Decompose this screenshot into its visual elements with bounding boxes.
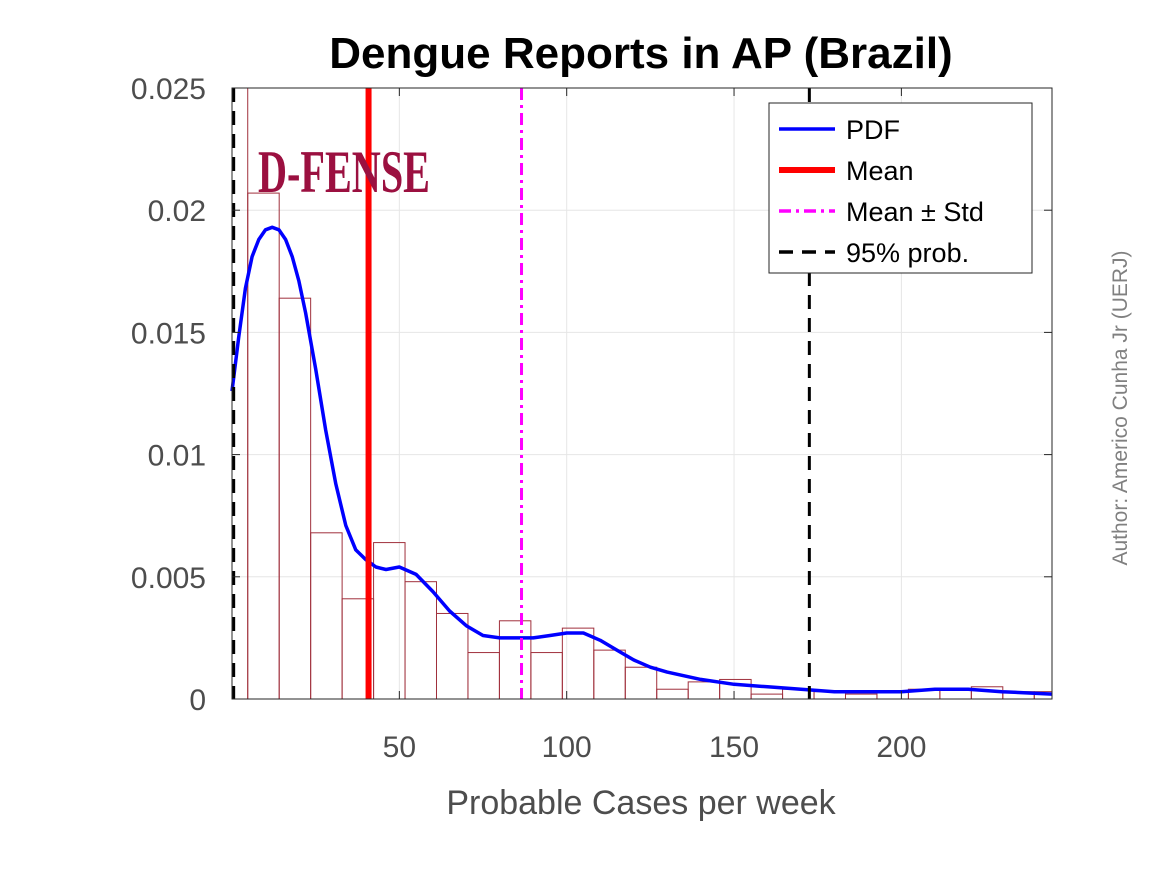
histogram-bar [687,681,721,700]
histogram-bar [750,693,784,700]
y-tick-label: 0.01 [148,440,206,473]
x-axis-label: Probable Cases per week [446,784,836,822]
series-lines [230,88,1053,699]
x-tick-label: 50 [383,731,416,764]
legend-label: Mean ± Std [846,197,984,227]
histogram-bar [310,532,343,700]
histogram-bar [624,666,658,700]
dfense-logo: D-FENSE [258,139,430,205]
y-tick-label: 0.005 [131,562,206,595]
histogram-bar [844,693,878,700]
y-tick-label: 0.02 [148,195,206,228]
histogram-bar [656,688,689,700]
legend-label: 95% prob. [846,238,969,268]
axes [231,87,1053,700]
y-tick-label: 0 [189,684,206,717]
legend-label: Mean [846,156,914,186]
axes-box [231,87,1053,700]
legend: PDF Mean Mean ± Std 95% prob. [768,102,1033,274]
histogram-bar [278,297,312,700]
histogram-bar [404,581,437,700]
histogram-bar [435,612,469,700]
x-tick-label: 100 [542,731,592,764]
histogram-bar [467,652,500,700]
tick-labels: 50 100 150 200 0 0.005 0.01 0.015 0.02 0.025 [131,73,926,764]
legend-label: PDF [846,115,900,145]
x-tick-label: 200 [876,731,926,764]
histogram-bar [530,652,563,700]
y-tick-label: 0.025 [131,73,206,106]
y-tick-label: 0.015 [131,317,206,350]
legend-box [768,102,1033,274]
x-tick-label: 150 [709,731,759,764]
pdf-line [230,225,1053,696]
author-credit: Author: Americo Cunha Jr (UERJ) [1109,250,1132,565]
histogram-bar [247,192,280,700]
histogram-bar [498,620,532,700]
chart-title: Dengue Reports in AP (Brazil) [329,29,952,78]
histogram-bar [593,649,626,700]
